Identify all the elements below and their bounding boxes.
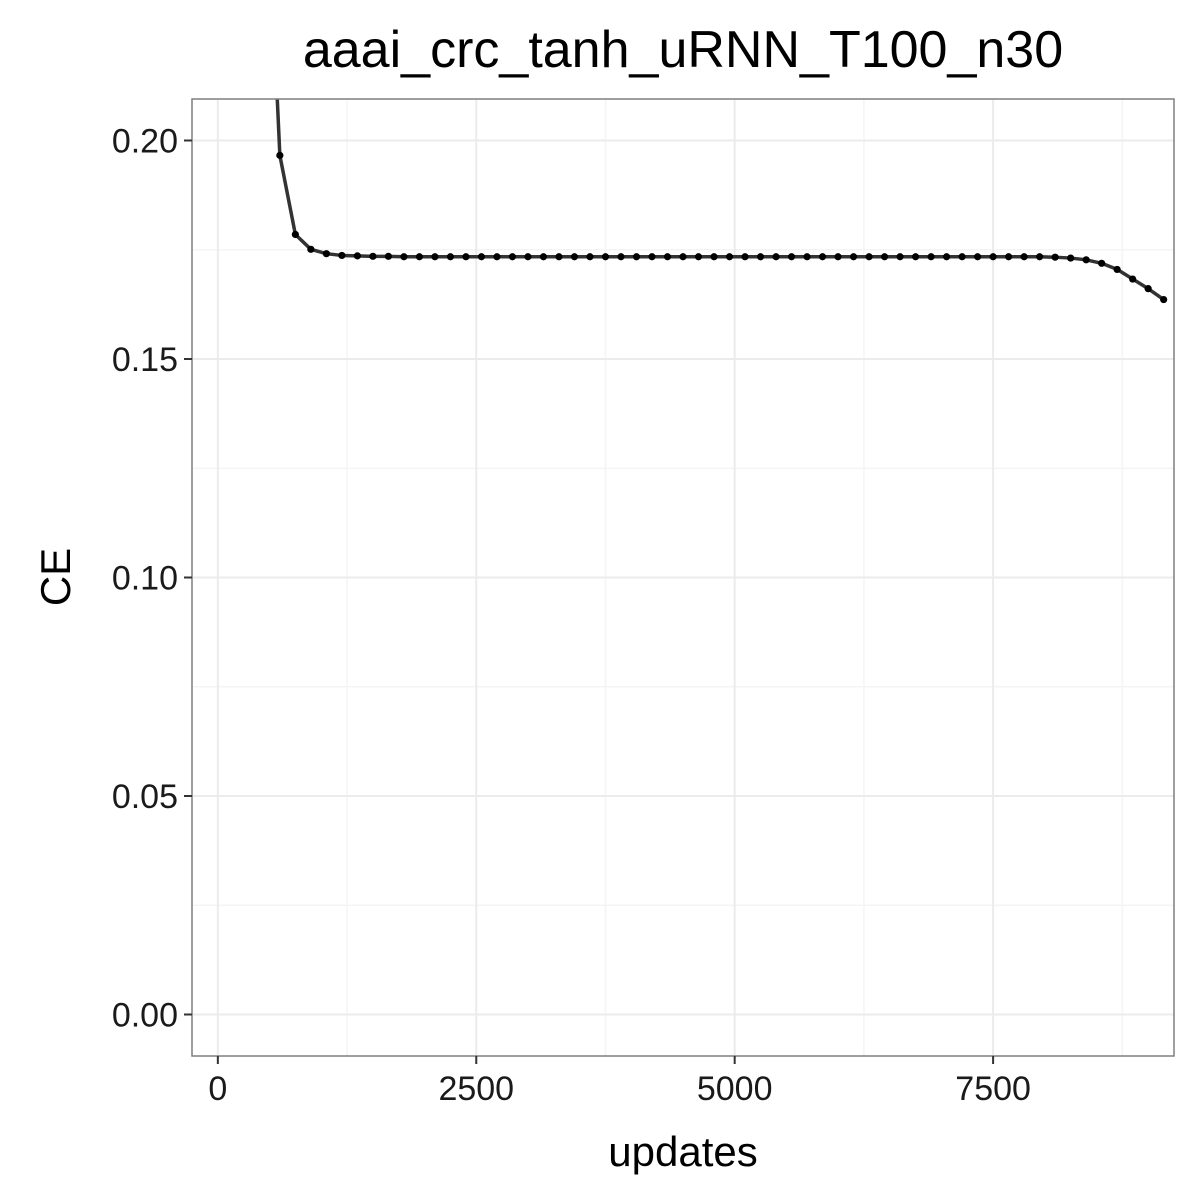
data-point — [679, 253, 687, 261]
data-point — [1113, 265, 1121, 274]
data-point — [958, 253, 966, 261]
data-point — [648, 253, 656, 261]
data-point — [415, 253, 424, 261]
data-point — [942, 253, 951, 261]
data-point — [1036, 253, 1044, 261]
x-tick-label: 2500 — [438, 1070, 514, 1108]
x-axis-title: updates — [608, 1128, 757, 1175]
y-tick-label: 0.00 — [112, 996, 178, 1034]
data-point — [338, 251, 346, 260]
data-point — [1144, 285, 1152, 293]
data-point — [756, 253, 765, 261]
data-point — [911, 253, 920, 261]
data-point — [1098, 259, 1106, 267]
data-point — [849, 253, 858, 261]
data-point — [462, 253, 470, 261]
data-point — [291, 230, 299, 239]
y-tick-label: 0.15 — [112, 341, 178, 379]
data-point — [974, 253, 982, 261]
data-point — [741, 253, 749, 261]
x-tick-label: 0 — [208, 1070, 227, 1108]
data-point — [493, 253, 501, 261]
data-point — [818, 253, 827, 261]
x-tick-label: 7500 — [955, 1070, 1031, 1108]
data-point — [431, 253, 439, 261]
data-point — [524, 253, 532, 261]
data-point — [710, 253, 718, 261]
data-point — [322, 250, 330, 258]
data-point — [772, 253, 780, 261]
data-point — [1129, 275, 1137, 283]
data-point — [1051, 253, 1059, 261]
data-point — [400, 253, 408, 261]
data-point — [446, 253, 455, 261]
data-point — [896, 253, 904, 261]
data-point — [586, 253, 594, 261]
y-axis-title: CE — [32, 548, 79, 606]
data-point — [570, 253, 579, 261]
series-layer — [275, 99, 1168, 304]
data-point — [632, 253, 641, 261]
data-point — [1020, 253, 1028, 261]
x-tick-label: 5000 — [697, 1070, 773, 1108]
data-point — [477, 253, 486, 261]
x-axis: 0 2500 5000 7500 — [208, 1056, 1031, 1108]
data-point — [307, 245, 315, 253]
y-tick-label: 0.10 — [112, 560, 178, 598]
data-point — [384, 252, 392, 260]
data-point — [539, 253, 548, 261]
chart-title: aaai_crc_tanh_uRNN_T100_n30 — [302, 21, 1064, 79]
data-point — [1082, 256, 1090, 264]
data-point — [369, 252, 377, 260]
data-point — [694, 253, 703, 261]
data-point — [353, 252, 361, 260]
data-point — [508, 253, 517, 261]
data-point — [617, 253, 625, 261]
data-point — [1067, 254, 1075, 262]
data-point — [927, 253, 935, 261]
data-point — [834, 253, 842, 261]
y-axis: 0.00 0.05 0.10 0.15 0.20 — [112, 123, 192, 1034]
y-tick-label: 0.05 — [112, 778, 178, 816]
data-point — [555, 253, 563, 261]
data-point — [803, 253, 811, 261]
y-tick-label: 0.20 — [112, 123, 178, 161]
data-point — [880, 253, 889, 261]
data-point — [1160, 295, 1168, 304]
data-point — [989, 253, 997, 261]
data-point — [601, 253, 610, 261]
grid-major — [192, 99, 1174, 1056]
data-point — [787, 253, 796, 261]
data-point — [865, 253, 873, 261]
data-point — [1005, 253, 1013, 261]
data-point — [276, 151, 284, 159]
data-point — [663, 253, 672, 261]
data-point — [725, 253, 734, 261]
